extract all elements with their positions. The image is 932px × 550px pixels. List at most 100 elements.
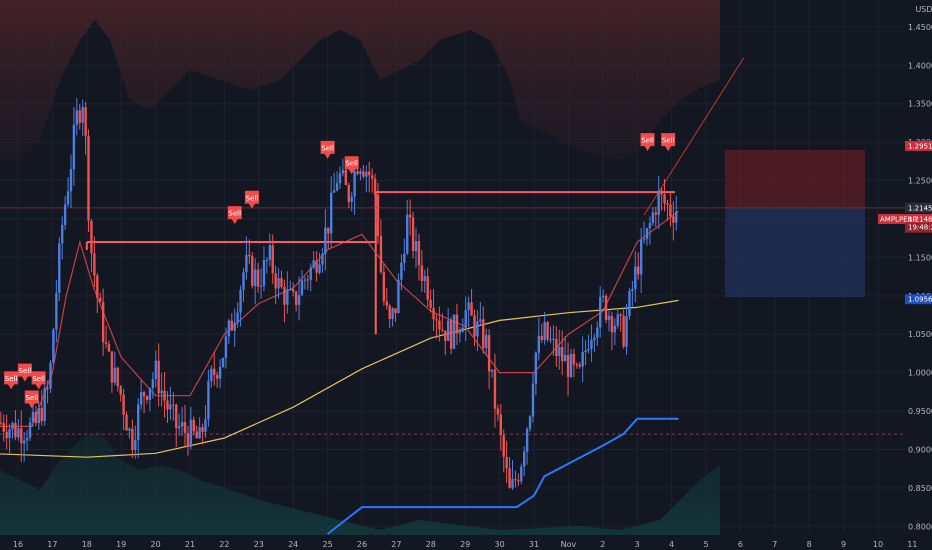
sell-signal[interactable]: Sell bbox=[640, 133, 655, 152]
short-position-loss-zone bbox=[725, 150, 865, 207]
last-price-label-bg bbox=[905, 202, 932, 213]
candle-body bbox=[546, 322, 549, 340]
candle-body bbox=[84, 107, 87, 137]
candle-body bbox=[180, 421, 184, 427]
candle-body bbox=[17, 428, 20, 438]
candle-body bbox=[429, 299, 432, 308]
sell-label: Sell bbox=[25, 394, 38, 402]
candle-body bbox=[245, 254, 248, 273]
sell-signal[interactable]: Sell bbox=[244, 190, 259, 209]
candle-body bbox=[101, 302, 105, 343]
candle-body bbox=[207, 381, 210, 420]
candle-body bbox=[233, 322, 236, 331]
candle-body bbox=[25, 437, 29, 441]
date-tick: Nov bbox=[561, 540, 577, 549]
candle-body bbox=[2, 422, 5, 432]
date-tick: 17 bbox=[47, 540, 57, 549]
candle-body bbox=[353, 171, 356, 197]
candle-body bbox=[151, 379, 155, 389]
candle-body bbox=[628, 291, 631, 317]
candle-body bbox=[90, 220, 93, 254]
candle-body bbox=[455, 314, 459, 334]
candle-body bbox=[587, 348, 590, 351]
candle-body bbox=[274, 273, 277, 289]
price-axis[interactable]: USD1.45001.40001.35001.30001.25001.20001… bbox=[878, 0, 932, 550]
candle-body bbox=[622, 315, 625, 347]
sell-signal[interactable]: Sell bbox=[227, 206, 242, 225]
candle-body bbox=[283, 287, 286, 305]
price-tick: 1.1500 bbox=[908, 253, 932, 262]
candle-body bbox=[72, 124, 76, 170]
candle-body bbox=[561, 347, 564, 362]
candle-body bbox=[20, 428, 23, 444]
time-axis[interactable]: 16 17 18 19 20 21 22 23 24 25 26 27 28 29 30 31 Nov 2 3 4 5 6… bbox=[0, 535, 932, 550]
candle-body bbox=[14, 422, 17, 438]
candle-body bbox=[55, 292, 58, 330]
candle-body bbox=[487, 335, 491, 372]
candle-body bbox=[186, 433, 190, 447]
sell-signal[interactable]: Sell bbox=[4, 371, 19, 390]
candle-body bbox=[28, 422, 32, 438]
sell-signal[interactable]: Sell bbox=[344, 156, 359, 175]
candle-body bbox=[499, 414, 503, 436]
candle-body bbox=[458, 331, 462, 334]
sell-signal[interactable]: Sell bbox=[320, 140, 335, 159]
candle-body bbox=[300, 280, 304, 296]
candle-body bbox=[596, 327, 599, 338]
candle-body bbox=[376, 194, 380, 236]
candle-body bbox=[5, 431, 8, 439]
date-tick: 6 bbox=[738, 540, 743, 549]
candle-body bbox=[286, 289, 289, 305]
date-tick: 21 bbox=[185, 540, 195, 549]
candle-body bbox=[464, 309, 467, 328]
sell-signal[interactable]: Sell bbox=[17, 363, 32, 382]
candle-body bbox=[192, 419, 195, 432]
candle-body bbox=[99, 297, 102, 303]
candle-body bbox=[441, 329, 444, 331]
candle-body bbox=[408, 214, 412, 218]
candle-body bbox=[268, 245, 272, 260]
candle-body bbox=[563, 354, 567, 362]
sell-label: Sell bbox=[321, 144, 334, 152]
candle-body bbox=[420, 265, 424, 281]
candle-body bbox=[373, 178, 377, 195]
candle-body bbox=[639, 240, 643, 275]
candle-body bbox=[63, 204, 67, 225]
candle-body bbox=[522, 451, 526, 467]
candle-body bbox=[297, 295, 301, 305]
candle-body bbox=[634, 266, 637, 289]
candle-body bbox=[531, 383, 535, 417]
candle-body bbox=[654, 212, 657, 215]
candle-body bbox=[183, 421, 187, 434]
candle-body bbox=[575, 364, 579, 366]
candle-body bbox=[224, 336, 228, 358]
candle-body bbox=[210, 368, 213, 382]
candle-body bbox=[423, 276, 426, 281]
candle-body bbox=[324, 227, 327, 254]
candle-body bbox=[31, 412, 35, 423]
candle-body bbox=[368, 171, 371, 176]
candle-body bbox=[289, 289, 292, 291]
bollinger-bands bbox=[0, 0, 720, 535]
candle-body bbox=[34, 412, 38, 424]
trailing-stop-line bbox=[326, 417, 679, 535]
target-price-label-bg bbox=[905, 294, 932, 305]
sell-signal[interactable]: Sell bbox=[24, 390, 39, 409]
candle-body bbox=[406, 214, 409, 254]
candle-body bbox=[122, 394, 125, 415]
candle-body bbox=[569, 353, 573, 378]
candle-body bbox=[43, 388, 46, 422]
date-tick: 27 bbox=[391, 540, 401, 549]
candle-body bbox=[195, 431, 198, 439]
date-tick: 3 bbox=[635, 540, 640, 549]
sell-signal[interactable]: Sell bbox=[31, 371, 46, 390]
sell-signal[interactable]: Sell bbox=[661, 133, 676, 152]
candle-body bbox=[148, 388, 152, 400]
date-tick: 7 bbox=[772, 540, 777, 549]
countdown-bg bbox=[905, 222, 932, 233]
candle-body bbox=[338, 173, 342, 184]
candle-body bbox=[669, 204, 672, 217]
